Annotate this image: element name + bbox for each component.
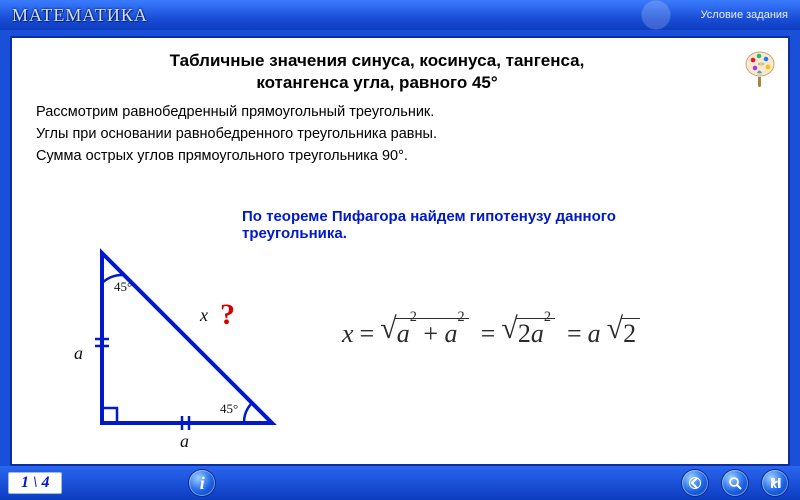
angle-right-label: 45° [220,401,238,417]
search-icon [728,476,742,490]
title-line-2: котангенса угла, равного 45° [256,73,497,92]
back-icon [688,476,702,490]
pythagoras-note: По теореме Пифагора найдем гипотенузу да… [242,208,662,242]
palette-icon[interactable] [744,48,778,88]
page-total: 4 [41,474,49,491]
paragraph-3: Сумма острых углов прямоугольного треуго… [36,148,718,164]
final-a: a [588,319,601,349]
formula-lhs: x [342,319,354,349]
eq-1: = [360,319,375,349]
title-line-1: Табличные значения синуса, косинуса, тан… [170,51,585,70]
info-button[interactable]: i [189,470,215,496]
info-icon: i [200,473,205,494]
exit-button[interactable] [762,470,788,496]
slide-stage: Табличные значения синуса, косинуса, тан… [10,36,790,466]
angle-top-label: 45° [114,279,132,295]
triangle-diagram: 45° 45° a a x ? [52,243,302,463]
sqrt-1: √ a2 + a2 [380,318,468,349]
question-mark: ? [220,298,235,332]
sqrt-2: √ 2a2 [501,318,555,349]
search-button[interactable] [722,470,748,496]
exit-icon [767,475,783,491]
app-frame: МАТЕМАТИКА Условие задания Табличные зна… [0,0,800,500]
eq-3: = [567,319,582,349]
rad1-a2: a [445,319,458,348]
sqrt-3: √ 2 [607,318,640,349]
back-button[interactable] [682,470,708,496]
rad1-a2-sup: 2 [458,309,465,325]
side-bottom-label: a [180,431,189,452]
side-left-label: a [74,343,83,364]
rad2-sup: 2 [544,309,551,325]
top-bar: МАТЕМАТИКА Условие задания [0,0,800,30]
bottom-bar: 1 \ 4 i [0,466,800,500]
paragraph-1: Рассмотрим равнобедренный прямоугольный … [36,104,718,120]
nav-buttons [682,470,788,496]
page-current: 1 [21,474,29,491]
rad1-a1: a [397,319,410,348]
body-text: Рассмотрим равнобедренный прямоугольный … [36,104,718,164]
final-root: 2 [621,318,640,349]
rad2-a: a [531,319,544,348]
slide-title: Табличные значения синуса, косинуса, тан… [36,50,718,94]
task-condition-link[interactable]: Условие задания [701,9,788,21]
eq-2: = [481,319,496,349]
rad1-a1-sup: 2 [410,309,417,325]
rad1-plus: + [423,319,438,348]
page-sep: \ [29,474,41,491]
formula: x = √ a2 + a2 = √ 2a2 = a √ 2 [342,318,640,349]
hypotenuse-label: x [200,305,208,326]
rad2-coeff: 2 [518,319,531,348]
page-indicator: 1 \ 4 [8,472,62,494]
paragraph-2: Углы при основании равнобедренного треуг… [36,126,718,142]
subject-title: МАТЕМАТИКА [12,5,148,26]
